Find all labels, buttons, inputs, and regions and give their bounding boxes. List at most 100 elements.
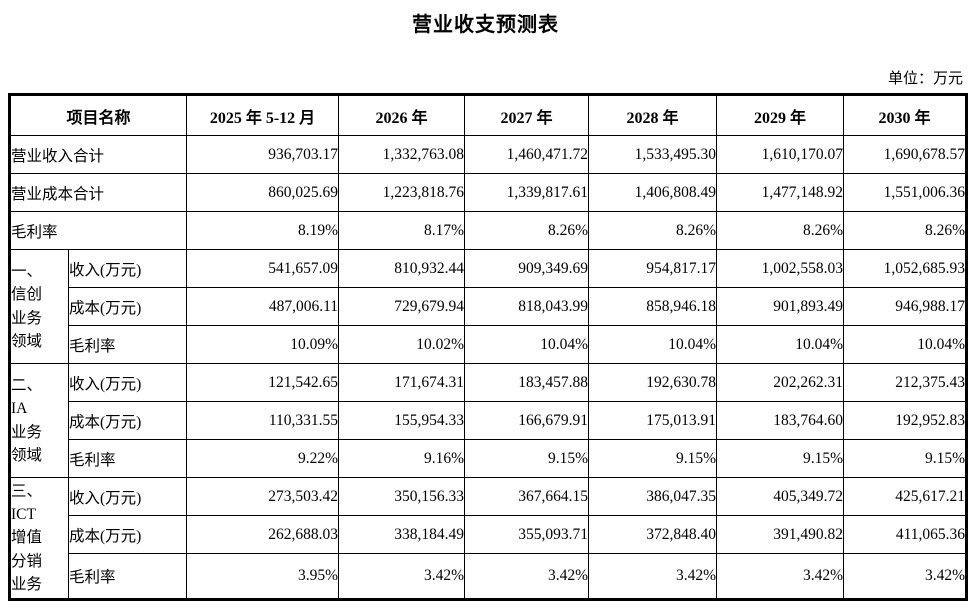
- value-cell: 909,349.69: [464, 249, 590, 288]
- value-cell: 860,025.69: [186, 173, 340, 212]
- column-header-item: 项目名称: [8, 94, 188, 136]
- value-cell: 901,893.49: [716, 287, 845, 326]
- value-cell: 9.15%: [843, 439, 968, 478]
- value-cell: 355,093.71: [464, 515, 590, 554]
- table-row: 二、 IA 业务 领域 收入(万元) 121,542.65 171,674.31 183…: [9, 363, 968, 478]
- value-cell: 121,542.65: [186, 363, 340, 402]
- table-row: 毛利率 9.22% 9.16% 9.15% 9.15% 9.15% 9.15%: [10, 439, 968, 478]
- value-cell: 192,952.83: [843, 401, 968, 440]
- value-cell: 954,817.17: [588, 249, 718, 288]
- value-cell: 1,610,170.07: [716, 135, 845, 174]
- value-cell: 818,043.99: [464, 287, 590, 326]
- value-cell: 9.16%: [338, 439, 466, 478]
- table-row: 营业收入合计 936,703.17 1,332,763.08 1,460,471.72…: [8, 135, 968, 174]
- value-cell: 8.26%: [464, 211, 590, 250]
- row-label: 收入(万元): [67, 363, 188, 402]
- value-cell: 367,664.15: [464, 477, 590, 516]
- value-cell: 273,503.42: [186, 477, 340, 516]
- table-row: 成本(万元) 110,331.55 155,954.33 166,679.91 175,…: [10, 401, 968, 440]
- value-cell: 175,013.91: [588, 401, 718, 440]
- value-cell: 1,223,818.76: [338, 173, 466, 212]
- column-header-period-5: 2030 年: [843, 94, 968, 136]
- column-header-period-3: 2028 年: [588, 94, 718, 136]
- value-cell: 946,988.17: [843, 287, 968, 326]
- value-cell: 9.15%: [588, 439, 718, 478]
- row-label: 毛利率: [67, 439, 188, 478]
- value-cell: 3.42%: [464, 553, 590, 600]
- value-cell: 372,848.40: [588, 515, 718, 554]
- value-cell: 8.19%: [186, 211, 340, 250]
- value-cell: 171,674.31: [338, 363, 466, 402]
- value-cell: 541,657.09: [186, 249, 340, 288]
- value-cell: 8.26%: [716, 211, 845, 250]
- value-cell: 10.09%: [186, 325, 340, 364]
- column-header-period-1: 2026 年: [338, 94, 466, 136]
- value-cell: 391,490.82: [716, 515, 845, 554]
- value-cell: 1,052,685.93: [843, 249, 968, 288]
- value-cell: 166,679.91: [464, 401, 590, 440]
- value-cell: 3.42%: [716, 553, 845, 600]
- value-cell: 411,065.36: [843, 515, 968, 554]
- value-cell: 1,533,495.30: [588, 135, 718, 174]
- table-row: 毛利率 10.09% 10.02% 10.04% 10.04% 10.04% 10.04%: [10, 325, 968, 364]
- value-cell: 1,002,558.03: [716, 249, 845, 288]
- value-cell: 8.26%: [843, 211, 968, 250]
- column-header-period-2: 2027 年: [464, 94, 590, 136]
- value-cell: 10.04%: [464, 325, 590, 364]
- value-cell: 10.04%: [716, 325, 845, 364]
- summary-row-label: 营业收入合计: [8, 135, 188, 174]
- value-cell: 192,630.78: [588, 363, 718, 402]
- value-cell: 10.04%: [843, 325, 968, 364]
- value-cell: 183,764.60: [716, 401, 845, 440]
- value-cell: 338,184.49: [338, 515, 466, 554]
- value-cell: 183,457.88: [464, 363, 590, 402]
- value-cell: 487,006.11: [186, 287, 340, 326]
- value-cell: 3.42%: [588, 553, 718, 600]
- table-header: 项目名称 2025 年 5-12 月 2026 年 2027 年 2028 年 2029 …: [8, 94, 968, 136]
- value-cell: 1,406,808.49: [588, 173, 718, 212]
- value-cell: 9.15%: [464, 439, 590, 478]
- value-cell: 155,954.33: [338, 401, 466, 440]
- value-cell: 1,339,817.61: [464, 173, 590, 212]
- group-label: 二、 IA 业务 领域: [9, 363, 69, 478]
- value-cell: 10.04%: [588, 325, 718, 364]
- value-cell: 858,946.18: [588, 287, 718, 326]
- table-row: 成本(万元) 487,006.11 729,679.94 818,043.99 858,…: [10, 287, 968, 326]
- value-cell: 3.42%: [843, 553, 968, 600]
- row-label: 成本(万元): [67, 287, 188, 326]
- row-label: 收入(万元): [67, 477, 188, 516]
- group-label: 三、 ICT 增值 分销 业务: [9, 477, 69, 600]
- value-cell: 350,156.33: [338, 477, 466, 516]
- value-cell: 3.95%: [186, 553, 340, 600]
- table-row: 成本(万元) 262,688.03 338,184.49 355,093.71 372,…: [10, 515, 968, 554]
- table-body: 营业收入合计 936,703.17 1,332,763.08 1,460,471.72…: [8, 135, 968, 600]
- value-cell: 405,349.72: [716, 477, 845, 516]
- row-label: 成本(万元): [67, 515, 188, 554]
- table-row: 一、 信创 业务 领域 收入(万元) 541,657.09 810,932.44 909…: [9, 249, 968, 364]
- value-cell: 10.02%: [338, 325, 466, 364]
- value-cell: 729,679.94: [338, 287, 466, 326]
- column-header-period-4: 2029 年: [716, 94, 845, 136]
- value-cell: 936,703.17: [186, 135, 340, 174]
- value-cell: 810,932.44: [338, 249, 466, 288]
- summary-row-label: 毛利率: [8, 211, 188, 250]
- value-cell: 425,617.21: [843, 477, 968, 516]
- value-cell: 1,460,471.72: [464, 135, 590, 174]
- table-row: 三、 ICT 增值 分销 业务 收入(万元) 273,503.42 350,156.3…: [9, 477, 968, 600]
- value-cell: 1,477,148.92: [716, 173, 845, 212]
- value-cell: 3.42%: [338, 553, 466, 600]
- value-cell: 9.22%: [186, 439, 340, 478]
- value-cell: 212,375.43: [843, 363, 968, 402]
- table-row: 毛利率 8.19% 8.17% 8.26% 8.26% 8.26% 8.26%: [8, 211, 968, 250]
- value-cell: 110,331.55: [186, 401, 340, 440]
- table-row: 营业成本合计 860,025.69 1,223,818.76 1,339,817.61…: [8, 173, 968, 212]
- value-cell: 1,551,006.36: [843, 173, 968, 212]
- value-cell: 9.15%: [716, 439, 845, 478]
- header-row: 项目名称 2025 年 5-12 月 2026 年 2027 年 2028 年 2029 …: [8, 94, 968, 136]
- unit-label: 单位：万元: [887, 71, 963, 87]
- value-cell: 262,688.03: [186, 515, 340, 554]
- value-cell: 1,332,763.08: [338, 135, 466, 174]
- row-label: 收入(万元): [67, 249, 188, 288]
- value-cell: 386,047.35: [588, 477, 718, 516]
